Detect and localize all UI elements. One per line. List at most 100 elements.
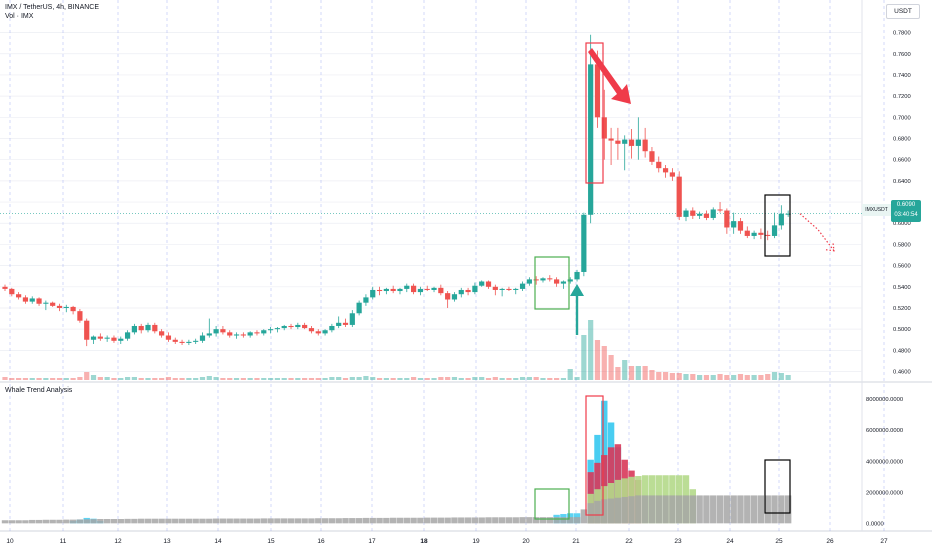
candle-body (29, 298, 35, 302)
volume-bar (376, 378, 383, 380)
candle-body (492, 286, 498, 290)
volume-bar (479, 377, 485, 380)
whale-grey-bar (451, 517, 458, 524)
volume-bar (622, 360, 628, 380)
candle-body (138, 325, 144, 331)
candle-body (785, 213, 791, 215)
candle-body (567, 279, 573, 282)
black-box-whale (764, 459, 791, 514)
volume-bar (765, 374, 771, 380)
currency-button[interactable]: USDT (886, 4, 920, 19)
candle-body (370, 289, 376, 298)
whale-grey-bar (97, 519, 104, 524)
candle-body (431, 287, 437, 290)
volume-bar (104, 377, 110, 380)
candle-body (744, 230, 750, 236)
whale-grey-bar (151, 518, 159, 524)
whale-grey-bar (635, 495, 642, 524)
candle-body (124, 332, 131, 339)
volume-bar (390, 378, 396, 380)
volume-bar (411, 377, 417, 380)
whale-grey-bar (144, 518, 152, 524)
volume-bar (56, 378, 63, 380)
candle-body (465, 289, 471, 293)
volume-bar (349, 377, 355, 380)
red-box-whale (585, 395, 604, 516)
volume-bar (295, 378, 301, 380)
candle-body (104, 337, 110, 339)
volume-bar (581, 335, 587, 380)
whale-grey-bar (478, 517, 485, 524)
whale-grey-bar (138, 518, 145, 524)
whale-grey-bar (260, 518, 267, 524)
price-tick-label: 0.7200 (893, 94, 911, 100)
candle-body (533, 279, 539, 281)
price-tick-label: 0.7000 (893, 115, 911, 121)
grid-lines (0, 0, 932, 532)
volume-bar (288, 378, 294, 380)
volume-bar (124, 377, 131, 380)
price-tick-label: 0.5600 (893, 264, 911, 270)
whale-grey-bar (403, 517, 410, 524)
volume-bar (683, 374, 689, 380)
volume-bar (642, 366, 648, 380)
candle-body (499, 288, 505, 290)
whale-grey-bar (49, 519, 56, 524)
whale-grey-bar (369, 517, 376, 524)
candle-body (97, 336, 103, 339)
candle-body (751, 232, 757, 236)
whale-grey-bar (389, 517, 397, 524)
candle-body (261, 330, 267, 334)
candle-body (179, 341, 185, 343)
whale-grey-bar (526, 517, 533, 524)
volume-bar (356, 377, 362, 380)
volume-bar (615, 367, 621, 380)
volume-bar (506, 378, 512, 380)
whale-grey-bar (730, 495, 737, 524)
indicator-axis[interactable]: 8000000.0000 6000000.0000 4000000.0000 2000… (866, 397, 903, 527)
whale-grey-bar (689, 495, 697, 524)
volume-bars (2, 320, 791, 380)
volume-bar (465, 378, 471, 380)
volume-bar (2, 377, 8, 380)
whale-grey-bar (614, 497, 622, 524)
volume-bar (233, 378, 240, 380)
whale-grey-bar (124, 518, 131, 524)
volume-bar (513, 378, 519, 380)
whale-grey-bar (587, 503, 594, 524)
candle-body (683, 210, 689, 217)
candle-body (608, 138, 614, 141)
candle-body (601, 117, 607, 139)
whale-grey-bar (274, 518, 281, 524)
whale-grey-bar (63, 519, 70, 524)
bar-countdown: 03:40:54 (894, 212, 918, 218)
whale-grey-bar (233, 518, 240, 524)
volume-bar (662, 372, 669, 380)
volume-bar (329, 377, 335, 380)
candle-body (336, 322, 342, 326)
candle-body (765, 234, 771, 236)
price-tick-label: 0.5200 (893, 306, 911, 312)
volume-bar (261, 378, 267, 380)
volume-bar (526, 377, 532, 380)
whale-grey-bar (464, 517, 472, 524)
candle-body (731, 221, 737, 228)
whale-grey-bar (641, 495, 649, 524)
whale-grey-bar (199, 518, 206, 524)
red-arrow (588, 48, 631, 104)
whale-grey-bar (35, 519, 43, 524)
candle-body (479, 281, 485, 286)
volume-bar (131, 377, 137, 380)
candle-body (308, 328, 315, 332)
whale-grey-bar (287, 518, 295, 524)
volume-bar (213, 377, 219, 380)
whale-grey-bar (8, 520, 16, 524)
candle-body (165, 335, 172, 340)
candle-body (778, 213, 784, 226)
time-axis[interactable]: 10 11 12 13 14 15 16 17 18 19 20 21 22 23 24 25 26 27 (6, 538, 888, 545)
whale-grey-bar (696, 495, 703, 524)
time-tick-label: 12 (114, 538, 122, 545)
volume-bar (138, 378, 144, 380)
volume-bar (445, 377, 451, 380)
